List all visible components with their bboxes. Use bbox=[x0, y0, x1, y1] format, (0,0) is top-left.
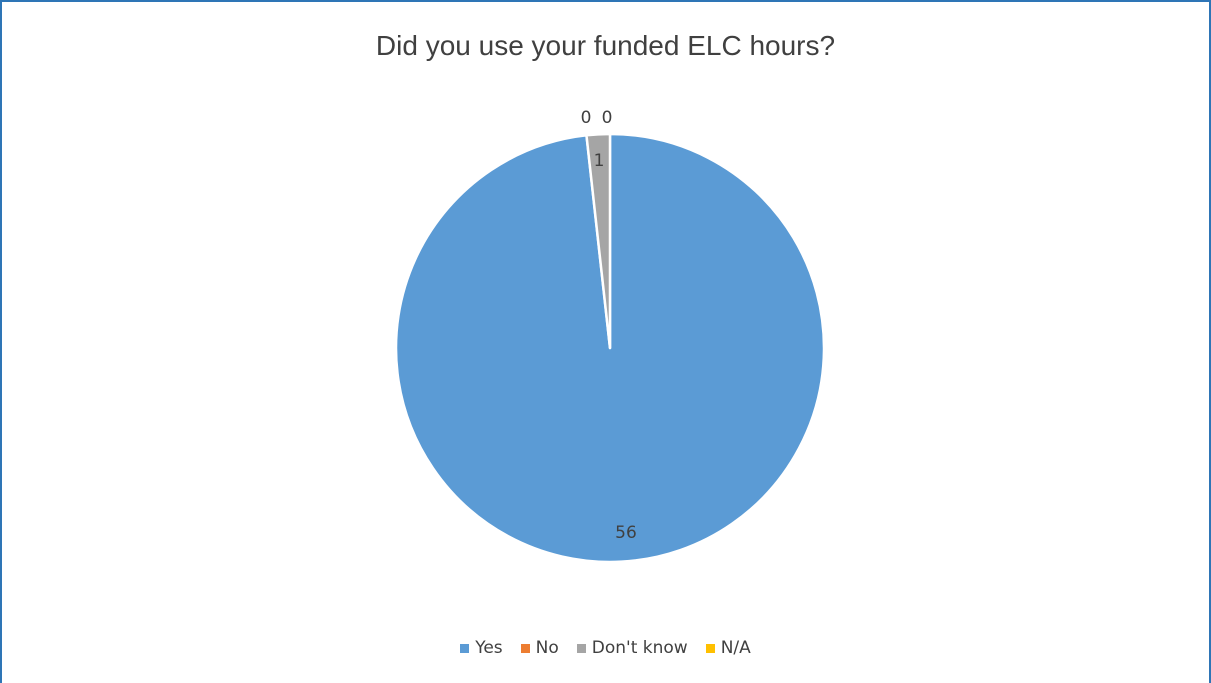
legend-swatch-dont-know bbox=[576, 643, 586, 653]
chart-title: Did you use your funded ELC hours? bbox=[375, 30, 836, 61]
data-label-no: 0 bbox=[581, 108, 592, 128]
pie-slice-dont-know bbox=[585, 132, 612, 350]
legend-label-na: N/A bbox=[720, 638, 751, 658]
legend-item-dont-know: Don't know bbox=[576, 638, 688, 658]
legend-item-yes: Yes bbox=[460, 638, 503, 658]
legend: Yes No Don't know N/A bbox=[0, 638, 1211, 658]
data-label-na: 0 bbox=[602, 108, 613, 128]
legend-label-no: No bbox=[535, 638, 559, 658]
legend-item-no: No bbox=[520, 638, 559, 658]
legend-item-na: N/A bbox=[705, 638, 751, 658]
legend-label-dont-know: Don't know bbox=[591, 638, 688, 658]
legend-label-yes: Yes bbox=[475, 638, 503, 658]
legend-swatch-na bbox=[705, 643, 715, 653]
legend-swatch-no bbox=[520, 643, 530, 653]
data-label-yes: 56 bbox=[615, 523, 637, 543]
legend-swatch-yes bbox=[460, 643, 470, 653]
data-label-dont-know: 1 bbox=[594, 151, 605, 171]
pie-slice-yes bbox=[394, 132, 826, 564]
